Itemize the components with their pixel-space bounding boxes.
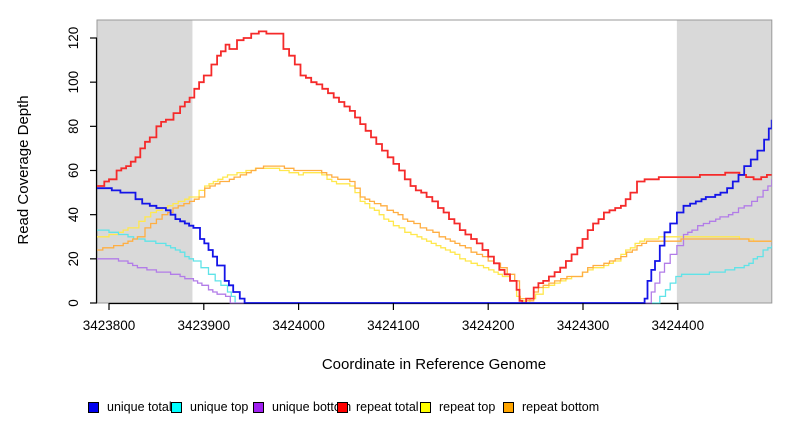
- legend-item-unique-bottom: unique bottom: [253, 399, 351, 415]
- x-tick-label: 3423900: [178, 318, 231, 333]
- shaded-regions: [96, 20, 772, 303]
- chart-legend: unique total unique top unique bottom repea…: [0, 399, 792, 419]
- x-tick-label: 3424100: [367, 318, 420, 333]
- legend-label: repeat top: [439, 400, 496, 414]
- legend-swatch-icon: [503, 401, 514, 413]
- y-axis-title: Read Coverage Depth: [15, 95, 32, 244]
- legend-label: unique bottom: [272, 400, 352, 414]
- legend-swatch-icon: [171, 401, 182, 413]
- legend-swatch-icon: [253, 401, 264, 413]
- legend-item-unique-top: unique top: [171, 399, 248, 415]
- series-repeat-top: [97, 167, 772, 304]
- series-repeat-total: [97, 30, 772, 304]
- x-tick-label: 3424200: [462, 318, 515, 333]
- x-tick-label: 3424400: [652, 318, 705, 333]
- legend-label: repeat total: [356, 400, 419, 414]
- legend-label: unique top: [190, 400, 249, 414]
- legend-item-repeat-total: repeat total: [337, 399, 419, 415]
- x-axis-title: Coordinate in Reference Genome: [322, 356, 546, 373]
- x-tick-label: 3424300: [557, 318, 610, 333]
- legend-swatch-icon: [420, 401, 431, 413]
- x-tick-label: 3424000: [272, 318, 325, 333]
- legend-swatch-icon: [88, 401, 99, 413]
- y-tick-label: 60: [66, 163, 81, 178]
- legend-item-repeat-bottom: repeat bottom: [503, 399, 599, 415]
- y-tick-label: 120: [66, 27, 81, 50]
- y-tick-label: 40: [66, 207, 81, 222]
- y-tick-label: 100: [66, 71, 81, 94]
- y-tick-label: 80: [66, 119, 81, 134]
- shaded-band: [96, 20, 193, 303]
- y-tick-label: 20: [66, 251, 81, 266]
- y-tick-label: 0: [66, 299, 81, 307]
- series-lines: [97, 30, 772, 304]
- legend-label: repeat bottom: [522, 400, 600, 414]
- shaded-band: [676, 20, 772, 303]
- series-unique-total: [97, 119, 772, 304]
- legend-item-repeat-top: repeat top: [420, 399, 495, 415]
- legend-swatch-icon: [337, 401, 348, 413]
- legend-item-unique-total: unique total: [88, 399, 172, 415]
- series-repeat-bottom: [97, 165, 772, 302]
- axis-ticks: 3423800 3423900 3424000 3424100 3424200 34243…: [66, 27, 704, 333]
- x-tick-label: 3423800: [83, 318, 136, 333]
- legend-label: unique total: [107, 400, 172, 414]
